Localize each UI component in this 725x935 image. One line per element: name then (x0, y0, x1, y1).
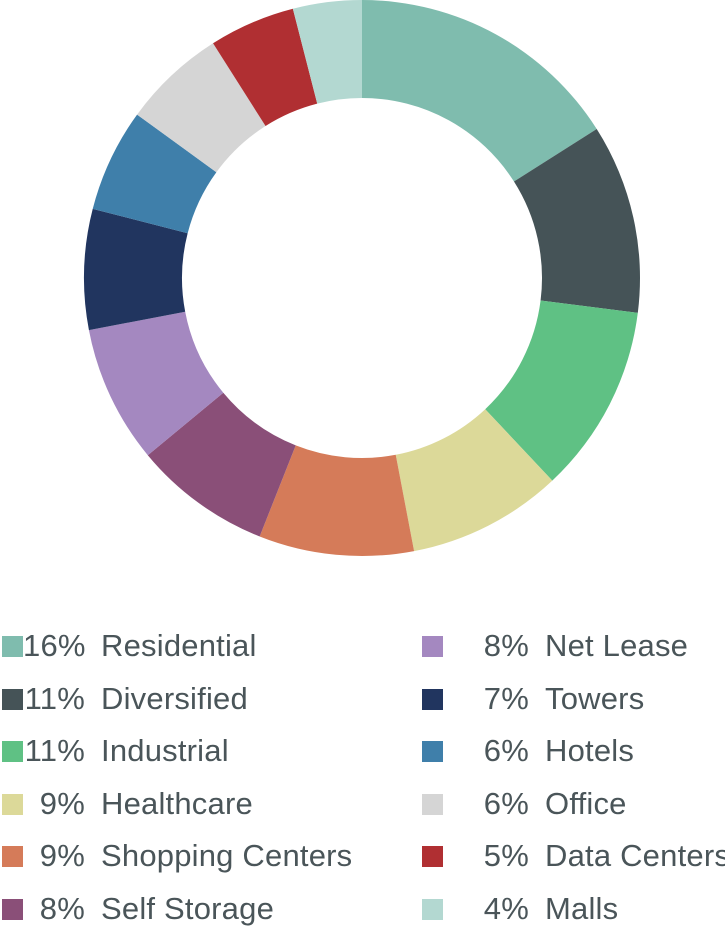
legend-item-diversified: 11% Diversified (2, 673, 248, 725)
legend-item-hotels: 6% Hotels (422, 725, 634, 777)
donut-slice-office (137, 43, 266, 173)
donut-slice-malls (292, 0, 362, 104)
donut-slice-data-centers (213, 8, 318, 127)
legend-item-net-lease: 8% Net Lease (422, 620, 688, 672)
donut-slice-industrial (485, 300, 638, 481)
legend-label: Data Centers (545, 838, 725, 873)
legend-swatch (2, 740, 23, 762)
donut-slice-residential (362, 0, 597, 182)
legend-item-data-centers: 5% Data Centers (422, 830, 725, 882)
legend-percent: 11% (24, 733, 85, 768)
legend-swatch (422, 740, 443, 762)
legend-swatch (2, 845, 23, 867)
legend-swatch (2, 688, 23, 710)
donut-slice-shopping-centers (259, 445, 415, 556)
legend-label: Residential (101, 628, 257, 663)
chart-legend: 16% Residential 11% Diversified 11% Industria… (0, 620, 725, 930)
legend-swatch (422, 688, 443, 710)
legend-swatch (422, 898, 443, 920)
legend-swatch (422, 845, 443, 867)
legend-percent: 6% (483, 733, 529, 768)
legend-label: Shopping Centers (101, 838, 353, 873)
legend-label: Healthcare (101, 786, 253, 821)
donut-slice-towers (83, 208, 188, 331)
legend-label: Towers (545, 681, 645, 716)
legend-item-self-storage: 8% Self Storage (2, 883, 274, 935)
donut-slice-self-storage (147, 392, 296, 537)
donut-slice-diversified (513, 129, 640, 313)
legend-percent: 4% (483, 891, 529, 926)
legend-swatch (2, 793, 23, 815)
donut-slice-hotels (92, 114, 217, 234)
legend-label: Hotels (545, 733, 635, 768)
legend-item-shopping-centers: 9% Shopping Centers (2, 830, 352, 882)
legend-swatch (422, 793, 443, 815)
legend-item-healthcare: 9% Healthcare (2, 778, 253, 830)
legend-label: Diversified (101, 681, 248, 716)
legend-item-malls: 4% Malls (422, 883, 618, 935)
legend-item-towers: 7% Towers (422, 673, 644, 725)
legend-item-residential: 16% Residential (2, 620, 257, 672)
legend-percent: 7% (483, 681, 529, 716)
legend-label: Self Storage (101, 891, 275, 926)
legend-label: Malls (545, 891, 619, 926)
donut-slice-healthcare (395, 409, 553, 552)
legend-label: Net Lease (545, 628, 689, 663)
legend-percent: 11% (24, 681, 85, 716)
legend-swatch (422, 635, 443, 657)
donut-chart (83, 0, 640, 556)
legend-percent: 6% (483, 786, 529, 821)
legend-item-industrial: 11% Industrial (2, 725, 229, 777)
legend-swatch (2, 898, 23, 920)
legend-percent: 8% (39, 891, 85, 926)
legend-percent: 9% (39, 786, 85, 821)
legend-swatch (2, 635, 23, 657)
legend-percent: 16% (23, 628, 86, 663)
legend-percent: 5% (483, 838, 529, 873)
legend-percent: 8% (483, 628, 529, 663)
legend-label: Industrial (101, 733, 229, 768)
legend-percent: 9% (39, 838, 85, 873)
donut-slice-net-lease (88, 311, 224, 456)
legend-label: Office (545, 786, 627, 821)
legend-item-office: 6% Office (422, 778, 627, 830)
